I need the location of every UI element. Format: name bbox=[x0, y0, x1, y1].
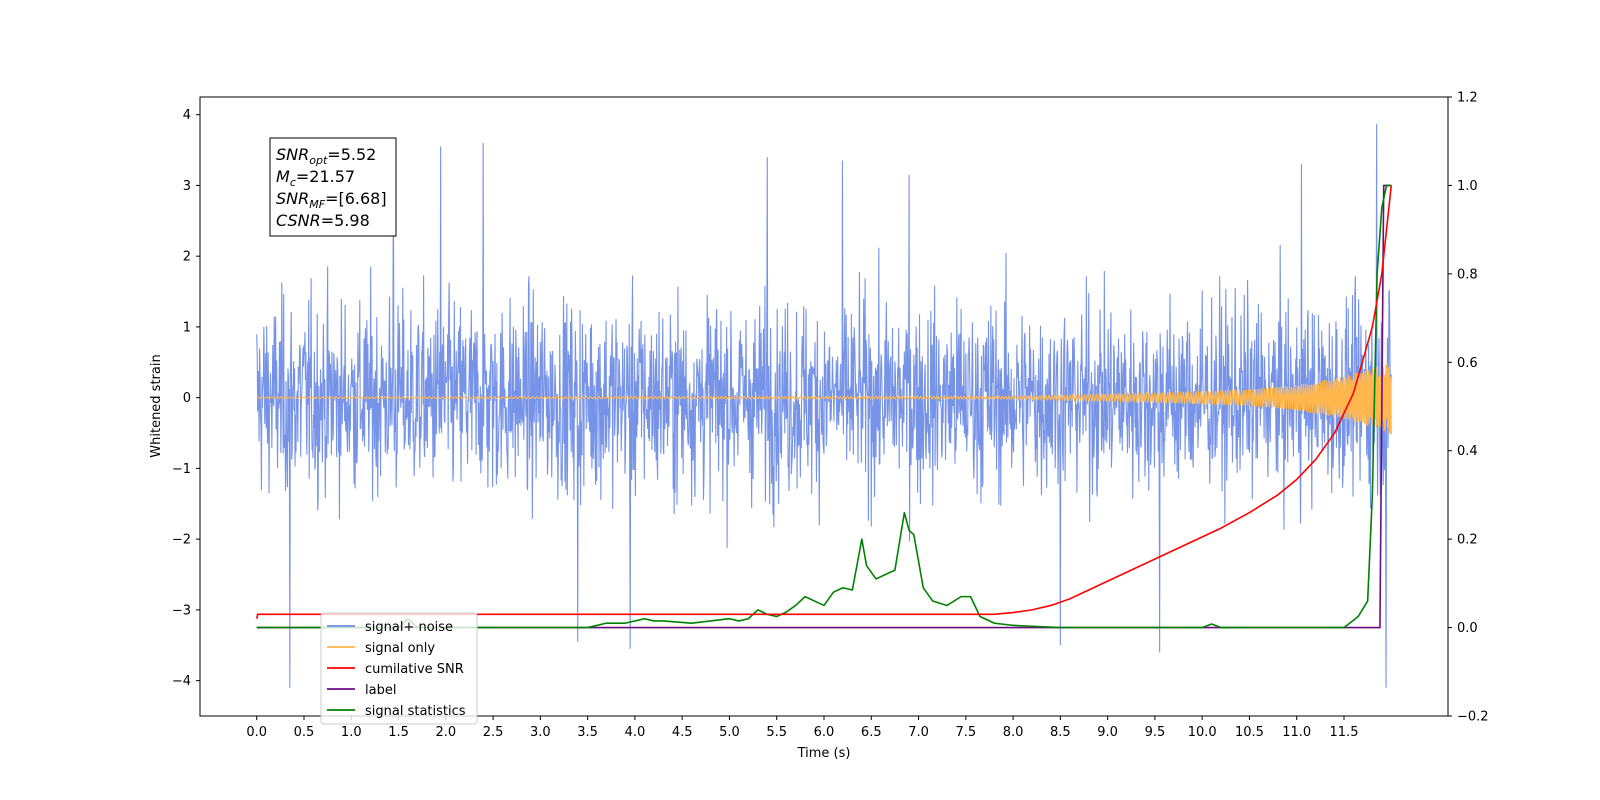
legend-label: cumilative SNR bbox=[365, 662, 464, 677]
legend-label: label bbox=[365, 683, 396, 698]
x-axis: 0.0 0.5 1.0 1.5 2.0 2.5 3.0 3.5 4.0 4.5 5.0 5.5 6.0 6… bbox=[246, 716, 1358, 740]
y-axis-right: 1.2 1.0 0.8 0.6 0.4 0.2 0.0 −0.2 bbox=[1448, 91, 1489, 725]
legend-label: signal only bbox=[365, 641, 435, 656]
legend-frame bbox=[320, 612, 478, 725]
series-signal-plus-noise bbox=[256, 123, 1392, 688]
x-tick-label: 10.0 bbox=[1188, 725, 1217, 740]
y2-tick-label: 0.4 bbox=[1457, 444, 1478, 459]
annotation-var: SNR bbox=[276, 189, 309, 208]
x-tick-label: 3.5 bbox=[577, 725, 598, 740]
y-tick-label: 2 bbox=[183, 250, 191, 265]
annotation-line: SNRopt=5.52 bbox=[276, 145, 376, 167]
x-tick-label: 8.5 bbox=[1050, 725, 1071, 740]
y-tick-label: 0 bbox=[183, 391, 191, 406]
x-tick-label: 2.5 bbox=[483, 725, 504, 740]
annotation-line: SNRMF=[6.68] bbox=[276, 189, 387, 211]
x-tick-label: 6.5 bbox=[861, 725, 882, 740]
series-cumulative-snr bbox=[255, 185, 1393, 619]
x-tick-label: 4.5 bbox=[672, 725, 693, 740]
x-tick-label: 2.0 bbox=[435, 725, 456, 740]
y-tick-label: 4 bbox=[183, 108, 191, 123]
x-tick-label: 0.0 bbox=[246, 725, 267, 740]
y-axis-label: Whitened strain bbox=[149, 354, 164, 457]
annotation-subscript: opt bbox=[309, 154, 328, 167]
y-tick-label: 3 bbox=[183, 179, 191, 194]
annotation-value: =[6.68] bbox=[325, 189, 387, 208]
y2-tick-label: 0.6 bbox=[1457, 356, 1478, 371]
annotation-value: =5.52 bbox=[327, 145, 376, 164]
x-tick-label: 4.0 bbox=[625, 725, 646, 740]
annotation-subscript: MF bbox=[309, 198, 325, 211]
y2-tick-label: −0.2 bbox=[1457, 710, 1489, 725]
y2-tick-label: 0.0 bbox=[1457, 621, 1478, 636]
annotation-frame bbox=[269, 137, 397, 237]
y2-tick-label: 1.2 bbox=[1457, 91, 1478, 106]
annotation-line: CSNR=5.98 bbox=[276, 211, 370, 230]
y-tick-label: 1 bbox=[183, 320, 191, 335]
x-tick-label: 9.0 bbox=[1097, 725, 1118, 740]
y-tick-label: −2 bbox=[172, 533, 191, 548]
annotation-var: CSNR bbox=[276, 211, 321, 230]
y-tick-label: −1 bbox=[172, 462, 191, 477]
series-signal-statistics bbox=[256, 184, 1392, 629]
y2-tick-label: 0.8 bbox=[1457, 267, 1478, 282]
x-tick-label: 5.0 bbox=[719, 725, 740, 740]
annotation-value: =5.98 bbox=[321, 211, 370, 230]
x-tick-label: 3.0 bbox=[530, 725, 551, 740]
x-tick-label: 7.5 bbox=[955, 725, 976, 740]
x-tick-label: 1.0 bbox=[341, 725, 362, 740]
annotation-subscript: c bbox=[290, 176, 296, 189]
annotation-var: SNR bbox=[276, 145, 309, 164]
y-axis-left: 4 3 2 1 0 −1 −2 −3 −4 bbox=[172, 108, 200, 689]
y-tick-label: −3 bbox=[172, 603, 191, 618]
annotation-value: =21.57 bbox=[296, 167, 355, 186]
series-signal-only bbox=[256, 362, 1392, 435]
x-tick-label: 9.5 bbox=[1145, 725, 1166, 740]
legend-label: signal statistics bbox=[365, 704, 466, 719]
x-axis-label: Time (s) bbox=[797, 746, 851, 761]
x-tick-label: 5.5 bbox=[766, 725, 787, 740]
y-tick-label: −4 bbox=[172, 674, 191, 689]
annotation-line: Mc=21.57 bbox=[276, 167, 355, 189]
y2-tick-label: 0.2 bbox=[1457, 533, 1478, 548]
x-tick-label: 10.5 bbox=[1235, 725, 1264, 740]
x-tick-label: 1.5 bbox=[388, 725, 409, 740]
annotation-var: M bbox=[276, 167, 290, 186]
y2-tick-label: 1.0 bbox=[1457, 179, 1478, 194]
x-tick-label: 6.0 bbox=[814, 725, 835, 740]
x-tick-label: 7.0 bbox=[908, 725, 929, 740]
legend: signal+ noise signal only cumilative SNR la… bbox=[320, 612, 478, 725]
series-layer bbox=[255, 123, 1393, 688]
x-tick-label: 0.5 bbox=[294, 725, 315, 740]
legend-label: signal+ noise bbox=[365, 620, 453, 635]
x-tick-label: 11.0 bbox=[1282, 725, 1311, 740]
x-tick-label: 8.0 bbox=[1003, 725, 1024, 740]
x-tick-label: 11.5 bbox=[1330, 725, 1359, 740]
